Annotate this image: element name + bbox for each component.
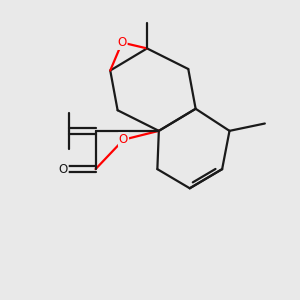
Text: O: O — [58, 163, 68, 176]
Text: O: O — [119, 133, 128, 146]
Text: O: O — [117, 36, 127, 49]
